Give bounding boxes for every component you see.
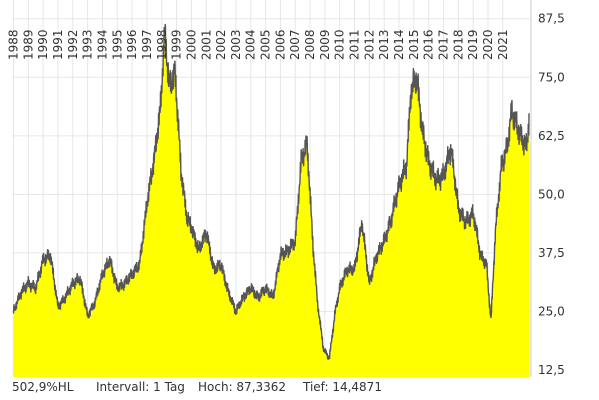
y-axis-labels: 12,5 25,0 37,5 50,0 62,5 75,0 87,5 [538, 12, 565, 377]
x-tick-label: 2003 [229, 29, 243, 60]
interval-info: Intervall: 1 Tag [96, 380, 185, 394]
x-tick-label: 1997 [140, 29, 154, 60]
y-tick-label: 50,0 [538, 187, 565, 201]
x-tick-label: 2005 [259, 29, 273, 60]
high-info: Hoch: 87,3362 [198, 380, 287, 394]
x-tick-label: 1993 [81, 29, 95, 60]
x-tick-label: 2017 [437, 29, 451, 60]
x-tick-label: 2019 [466, 29, 480, 60]
y-tick-label: 25,0 [538, 304, 565, 318]
x-tick-label: 2014 [392, 29, 406, 60]
x-tick-label: 2018 [451, 29, 465, 60]
x-tick-label: 1996 [125, 29, 139, 60]
x-tick-label: 1989 [21, 29, 35, 60]
x-tick-label: 2008 [303, 29, 317, 60]
x-tick-label: 2015 [407, 29, 421, 60]
x-tick-label: 1990 [36, 29, 50, 60]
x-tick-label: 2000 [184, 29, 198, 60]
y-tick-label: 37,5 [538, 246, 565, 260]
low-info: Tief: 14,4871 [303, 380, 382, 394]
x-tick-label: 1991 [51, 29, 65, 60]
price-line [12, 23, 530, 361]
x-tick-label: 2016 [422, 29, 436, 60]
x-tick-label: 2021 [496, 29, 510, 60]
y-tick-label: 62,5 [538, 129, 565, 143]
x-tick-label: 1994 [95, 29, 109, 60]
y-tick-label: 87,5 [538, 12, 565, 26]
x-tick-label: 2011 [348, 29, 362, 60]
x-tick-label: 2004 [244, 29, 258, 60]
x-tick-label: 2009 [318, 29, 332, 60]
x-tick-label: 1995 [110, 29, 124, 60]
x-tick-label: 1988 [6, 29, 20, 60]
x-tick-label: 2007 [288, 29, 302, 60]
x-tick-label: 2020 [481, 29, 495, 60]
x-tick-label: 1992 [66, 29, 80, 60]
x-tick-label: 2012 [362, 29, 376, 60]
y-tick-label: 75,0 [538, 70, 565, 84]
x-tick-label: 1999 [170, 29, 184, 60]
x-tick-label: 2001 [199, 29, 213, 60]
price-area [13, 23, 530, 378]
x-tick-label: 2010 [333, 29, 347, 60]
x-tick-label: 2002 [214, 29, 228, 60]
x-tick-label: 2006 [273, 29, 287, 60]
x-axis-labels: 1988 1989 1990 1991 1992 1993 1994 1995 1996 1997… [6, 29, 509, 60]
x-tick-label: 1998 [155, 29, 169, 60]
scale-info: 502,9%HL [12, 380, 74, 394]
y-tick-label: 12,5 [538, 363, 565, 377]
x-tick-label: 2013 [377, 29, 391, 60]
